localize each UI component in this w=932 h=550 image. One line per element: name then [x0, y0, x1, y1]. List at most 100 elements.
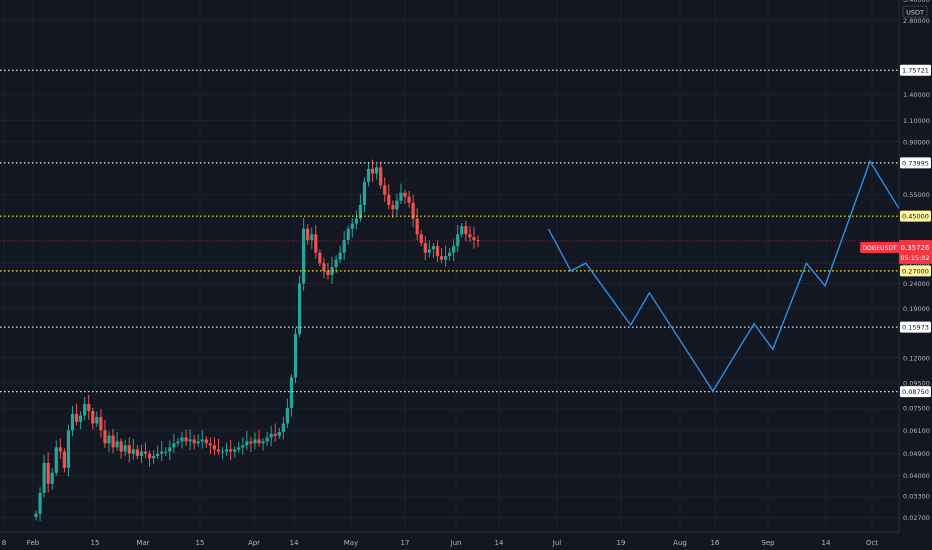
candle-body[interactable] — [131, 449, 135, 454]
candle-body[interactable] — [160, 451, 164, 454]
candle-body[interactable] — [387, 194, 391, 205]
candle-body[interactable] — [212, 445, 217, 450]
candle-body[interactable] — [151, 455, 156, 459]
candle-body[interactable] — [472, 237, 476, 241]
candle-body[interactable] — [431, 246, 435, 250]
candle-body[interactable] — [62, 451, 66, 468]
candle-body[interactable] — [188, 439, 192, 442]
candle-body[interactable] — [147, 453, 152, 459]
candle-body[interactable] — [375, 167, 379, 174]
candle-body[interactable] — [143, 451, 148, 454]
candle-body[interactable] — [135, 449, 139, 456]
candle-body[interactable] — [54, 447, 58, 473]
candle-body[interactable] — [38, 492, 42, 514]
candle-body[interactable] — [269, 433, 273, 438]
candle-body[interactable] — [366, 168, 371, 182]
candle-body[interactable] — [66, 430, 71, 468]
candle-body[interactable] — [83, 403, 87, 416]
candle-body[interactable] — [216, 449, 221, 452]
candle-body[interactable] — [346, 228, 350, 241]
candle-body[interactable] — [224, 449, 229, 452]
candle-body[interactable] — [34, 513, 38, 517]
candle-body[interactable] — [314, 234, 318, 253]
candle-body[interactable] — [261, 441, 265, 444]
candle-body[interactable] — [111, 435, 115, 448]
candle-body[interactable] — [464, 226, 468, 235]
horizontal-levels[interactable] — [0, 69, 899, 393]
candle-body[interactable] — [237, 447, 241, 450]
candle-body[interactable] — [354, 218, 358, 224]
candle-body[interactable] — [419, 234, 423, 244]
candle-body[interactable] — [277, 432, 281, 436]
candle-body[interactable] — [74, 414, 79, 422]
candle-body[interactable] — [123, 445, 127, 452]
candle-body[interactable] — [273, 433, 277, 436]
candle-body[interactable] — [342, 240, 346, 253]
candle-body[interactable] — [379, 167, 383, 186]
candle-body[interactable] — [326, 270, 330, 275]
candle-body[interactable] — [257, 439, 261, 444]
candle-body[interactable] — [249, 441, 253, 444]
candle-body[interactable] — [370, 168, 375, 174]
candle-body[interactable] — [180, 437, 184, 442]
candle-body[interactable] — [452, 246, 456, 253]
candle-body[interactable] — [306, 228, 310, 241]
candle-body[interactable] — [338, 252, 342, 260]
candle-body[interactable] — [350, 223, 354, 229]
candle-body[interactable] — [91, 411, 95, 424]
candle-body[interactable] — [58, 447, 62, 452]
candle-body[interactable] — [265, 437, 269, 442]
candle-body[interactable] — [241, 445, 245, 448]
candle-body[interactable] — [176, 441, 180, 444]
candle-body[interactable] — [395, 200, 399, 210]
candle-body[interactable] — [168, 447, 172, 452]
candle-body[interactable] — [87, 403, 91, 412]
candle-body[interactable] — [310, 234, 314, 241]
candle-body[interactable] — [70, 414, 75, 431]
candle-body[interactable] — [200, 439, 204, 442]
candle-body[interactable] — [403, 192, 407, 197]
candle-body[interactable] — [460, 226, 464, 235]
candle-body[interactable] — [302, 228, 306, 284]
candle-body[interactable] — [293, 333, 298, 378]
candle-body[interactable] — [139, 451, 144, 456]
candle-body[interactable] — [411, 202, 415, 219]
candle-body[interactable] — [253, 439, 257, 444]
candle-body[interactable] — [204, 439, 208, 444]
candle-body[interactable] — [383, 185, 387, 195]
candle-body[interactable] — [443, 256, 448, 260]
candle-body[interactable] — [103, 430, 107, 444]
candle-body[interactable] — [99, 417, 103, 431]
candle-body[interactable] — [468, 234, 472, 238]
candle-body[interactable] — [119, 441, 123, 452]
candle-body[interactable] — [289, 377, 294, 409]
candle-body[interactable] — [318, 252, 322, 264]
candle-body[interactable] — [192, 439, 196, 444]
candle-body[interactable] — [297, 283, 302, 334]
candle-body[interactable] — [245, 441, 249, 446]
candle-body[interactable] — [334, 259, 338, 267]
candle-body[interactable] — [46, 462, 50, 484]
candle-body[interactable] — [79, 415, 83, 422]
candle-body[interactable] — [196, 441, 200, 444]
candle-body[interactable] — [95, 417, 99, 424]
candle-body[interactable] — [164, 451, 168, 453]
candle-body[interactable] — [435, 246, 440, 257]
projection-line[interactable] — [547, 75, 905, 393]
candle-body[interactable] — [391, 204, 395, 210]
candle-body[interactable] — [358, 204, 363, 219]
candle-body[interactable] — [415, 218, 419, 235]
candle-body[interactable] — [184, 437, 188, 442]
candle-body[interactable] — [50, 472, 54, 484]
candle-body[interactable] — [172, 443, 176, 448]
time-axis[interactable]: 8 Feb 15 Mar 15 Apr 14 May 17 Jun 14 Jul 19 Aug 16 Sep 1… — [2, 539, 879, 547]
candle-body[interactable] — [229, 449, 233, 452]
candle-body[interactable] — [448, 252, 452, 257]
candle-body[interactable] — [423, 243, 427, 253]
candle-body[interactable] — [322, 263, 326, 271]
candle-body[interactable] — [208, 443, 212, 446]
candle-body[interactable] — [42, 462, 46, 493]
candle-body[interactable] — [127, 445, 131, 454]
candle-body[interactable] — [439, 256, 444, 260]
